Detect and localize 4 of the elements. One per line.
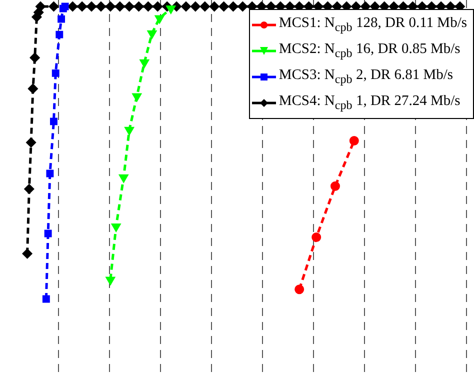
- legend-label: MCS1: N$_{cpb}$ 128, DR 0.11 Mb/s: [278, 15, 467, 35]
- legend-label: MCS3: N$_{cpb}$ 2, DR 6.81 Mb/s: [278, 67, 454, 87]
- legend-label: MCS4: N$_{cpb}$ 1, DR 27.24 Mb/s: [278, 93, 460, 113]
- legend-label: MCS2: N$_{cpb}$ 16, DR 0.85 Mb/s: [278, 41, 460, 61]
